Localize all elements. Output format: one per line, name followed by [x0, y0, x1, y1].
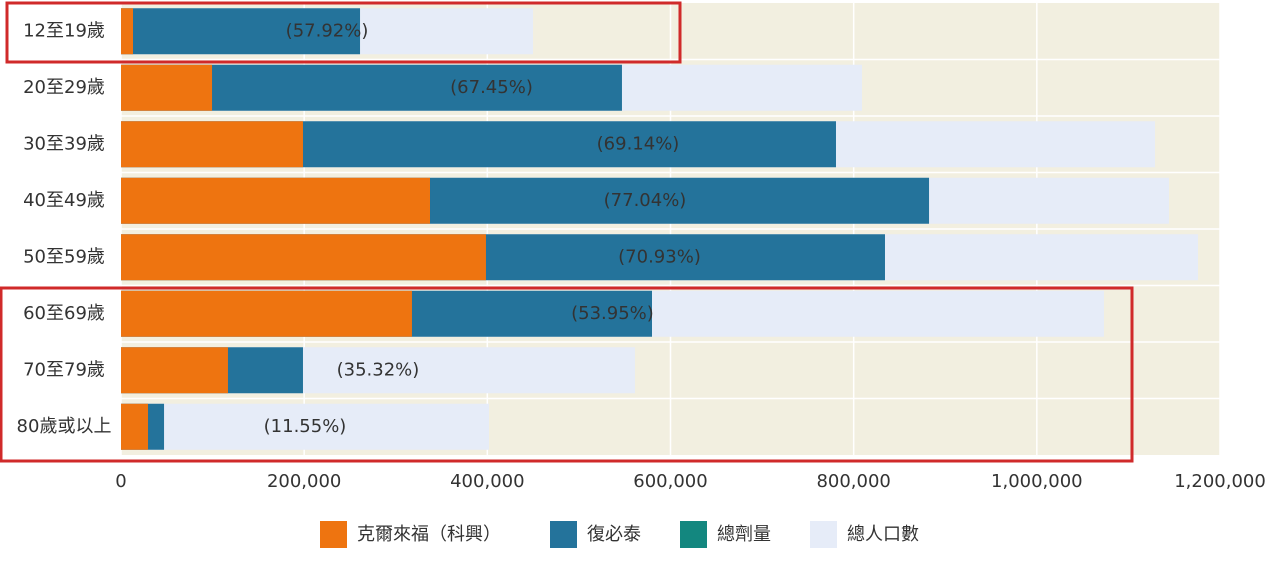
legend-label: 總人口數	[847, 524, 919, 545]
y-tick-label: 30至39歲	[23, 133, 105, 154]
highlight-box	[5, 1, 682, 64]
y-tick-label: 40至49歲	[23, 190, 105, 211]
y-tick-label: 70至79歲	[23, 359, 105, 380]
x-tick-label: 200,000	[267, 471, 341, 492]
bar	[121, 234, 486, 281]
x-tick-label: 400,000	[450, 471, 524, 492]
legend-swatch	[680, 521, 707, 548]
y-tick-label: 50至59歲	[23, 246, 105, 267]
bar	[121, 64, 213, 111]
y-tick-label: 12至19歲	[23, 20, 105, 41]
x-tick-label: 1,200,000	[1174, 471, 1266, 492]
ratio-label: (67.45%)	[450, 77, 533, 98]
legend-label: 克爾來福（科興）	[357, 524, 501, 545]
y-tick-label: 20至29歲	[23, 77, 105, 98]
bar	[121, 8, 361, 55]
bar	[121, 177, 431, 224]
bar	[121, 347, 228, 394]
legend-label: 復必泰	[587, 524, 641, 545]
ratio-label: (11.55%)	[264, 416, 347, 437]
x-tick-label: 600,000	[633, 471, 707, 492]
x-tick-label: 1,000,000	[991, 471, 1083, 492]
ratio-label: (77.04%)	[604, 190, 687, 211]
highlight-box	[0, 286, 1134, 463]
ratio-label: (53.95%)	[571, 303, 654, 324]
bar	[121, 8, 133, 55]
bar	[121, 121, 303, 168]
ratio-label: (35.32%)	[337, 359, 420, 380]
ratio-label: (70.93%)	[618, 246, 701, 267]
x-tick-label: 0	[115, 471, 126, 492]
legend-swatch	[320, 521, 347, 548]
legend-swatch	[550, 521, 577, 548]
ratio-label: (69.14%)	[597, 133, 680, 154]
ratio-label: (57.92%)	[286, 20, 369, 41]
y-tick-label: 80歲或以上	[17, 416, 112, 437]
legend-swatch	[810, 521, 837, 548]
legend-label: 總劑量	[717, 524, 771, 545]
y-tick-label: 60至69歲	[23, 303, 105, 324]
x-tick-label: 800,000	[816, 471, 890, 492]
bar	[121, 403, 489, 450]
bar	[121, 290, 412, 337]
bar	[121, 403, 149, 450]
